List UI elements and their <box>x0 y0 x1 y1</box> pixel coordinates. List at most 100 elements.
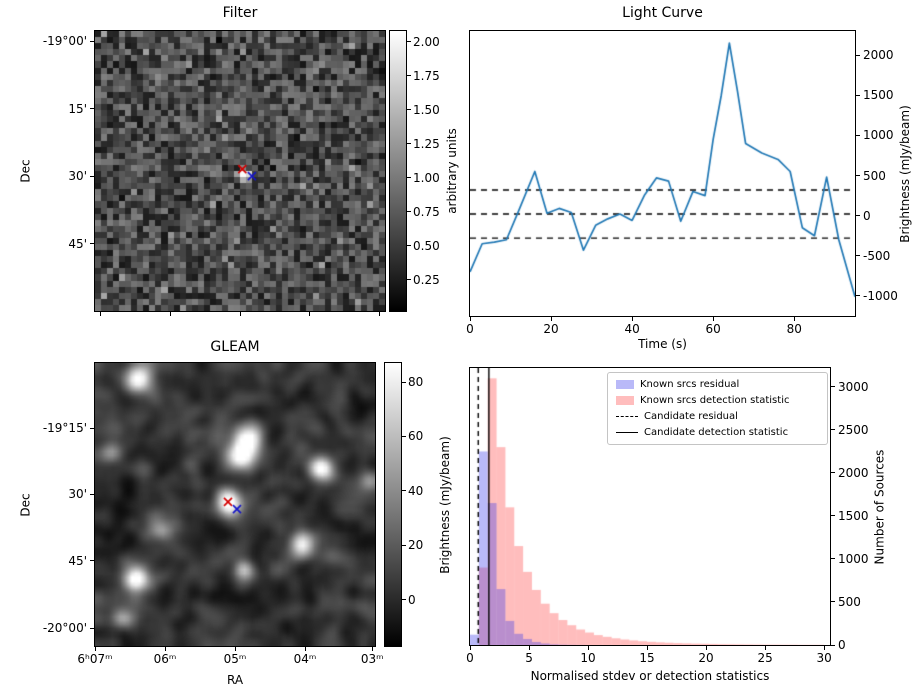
tick-mark <box>705 646 707 650</box>
tick-label: 40 <box>624 322 640 336</box>
tick-mark <box>407 279 411 281</box>
gleam-colorbar-label: Brightness (mJy/beam) <box>438 435 453 574</box>
tick-mark <box>712 317 714 321</box>
tick-mark <box>90 243 94 245</box>
tick-label: 40 <box>408 483 424 498</box>
tick-mark <box>587 646 589 650</box>
tick-mark <box>856 295 860 297</box>
lightcurve-ylabel-wrap: Brightness (mJy/beam) <box>897 31 913 316</box>
tick-label: 1500 <box>838 508 869 523</box>
tick-mark <box>94 647 96 651</box>
tick-label: 60 <box>705 322 721 336</box>
tick-mark <box>831 515 835 517</box>
tick-mark <box>831 644 835 646</box>
tick-label: 500 <box>838 594 861 609</box>
tick-label: 0 <box>863 208 871 223</box>
tick-label: 20 <box>408 538 424 553</box>
tick-mark <box>856 54 860 56</box>
tick-label: 45' <box>68 553 87 568</box>
legend-swatch-known-residual <box>616 380 634 389</box>
legend-item-known-residual: Known srcs residual <box>616 378 819 391</box>
tick-label: 80 <box>786 322 802 336</box>
tick-label: 5 <box>525 651 533 665</box>
tick-mark <box>823 646 825 650</box>
tick-mark <box>402 381 406 383</box>
filter-image <box>95 31 385 311</box>
tick-mark <box>90 40 94 42</box>
filter-title: Filter <box>222 5 258 21</box>
tick-mark <box>831 472 835 474</box>
tick-mark <box>831 386 835 388</box>
tick-mark <box>304 647 306 651</box>
tick-mark <box>90 108 94 110</box>
tick-label: 60 <box>408 429 424 444</box>
tick-mark <box>469 646 471 650</box>
tick-label: 1.25 <box>413 136 440 151</box>
tick-label: 05ᵐ <box>223 652 247 666</box>
legend-item-candidate-residual: Candidate residual <box>616 410 819 423</box>
tick-mark <box>831 429 835 431</box>
tick-mark <box>239 312 241 316</box>
tick-label: 10 <box>580 651 596 665</box>
legend-dashed-line-icon <box>616 416 638 417</box>
tick-mark <box>631 317 633 321</box>
tick-mark <box>402 599 406 601</box>
legend-item-candidate-detstat: Candidate detection statistic <box>616 426 819 439</box>
legend-label-candidate-residual: Candidate residual <box>644 411 738 422</box>
tick-mark <box>469 317 471 321</box>
histogram-ylabel-wrap: Number of Sources <box>871 368 887 645</box>
tick-label: 1.75 <box>413 68 440 83</box>
tick-label: 06ᵐ <box>153 652 177 666</box>
tick-label: 1500 <box>863 88 894 103</box>
tick-label: 20 <box>543 322 559 336</box>
tick-label: -500 <box>863 248 891 263</box>
filter-plot <box>94 30 386 312</box>
tick-mark <box>309 312 311 316</box>
tick-label: 30' <box>68 487 87 502</box>
gleam-title: GLEAM <box>210 339 260 355</box>
legend-solid-line-icon <box>616 432 638 433</box>
gleam-image <box>95 363 375 646</box>
histogram-legend: Known srcs residual Known srcs detection… <box>607 372 828 445</box>
tick-mark <box>407 211 411 213</box>
lightcurve-chart <box>470 31 855 316</box>
tick-mark <box>407 75 411 77</box>
tick-label: 03ᵐ <box>360 652 384 666</box>
tick-mark <box>100 312 102 316</box>
tick-label: 3000 <box>838 379 869 394</box>
tick-mark <box>90 175 94 177</box>
tick-mark <box>378 312 380 316</box>
tick-label: 04ᵐ <box>293 652 317 666</box>
gleam-ylabel-wrap: Dec <box>18 363 34 646</box>
gleam-xlabel: RA <box>226 673 244 687</box>
tick-label: 15 <box>639 651 655 665</box>
tick-label: 1.00 <box>413 170 440 185</box>
tick-label: 15' <box>68 101 87 116</box>
tick-label: -1000 <box>863 288 898 303</box>
legend-label-candidate-detstat: Candidate detection statistic <box>644 427 789 438</box>
tick-mark <box>90 560 94 562</box>
tick-label: -19°00' <box>42 34 87 49</box>
tick-label: 1000 <box>863 128 894 143</box>
tick-mark <box>764 646 766 650</box>
histogram-ylabel: Number of Sources <box>872 449 886 564</box>
tick-mark <box>407 41 411 43</box>
tick-mark <box>371 647 373 651</box>
tick-label: 2000 <box>838 465 869 480</box>
tick-mark <box>164 647 166 651</box>
tick-label: 0 <box>408 592 416 607</box>
tick-label: 80 <box>408 375 424 390</box>
filter-colorbar <box>389 30 407 312</box>
tick-label: 500 <box>863 168 886 183</box>
tick-label: -20°00' <box>42 621 87 636</box>
lightcurve-ylabel: Brightness (mJy/beam) <box>898 104 913 243</box>
tick-label: 1.50 <box>413 102 440 117</box>
tick-mark <box>856 215 860 217</box>
tick-label: 20 <box>698 651 714 665</box>
lightcurve-xlabel: Time (s) <box>638 337 687 351</box>
gleam-plot <box>94 362 376 647</box>
filter-colorbar-label-wrap: arbitrary units <box>444 31 460 311</box>
tick-label: 0 <box>838 638 846 652</box>
tick-mark <box>831 558 835 560</box>
